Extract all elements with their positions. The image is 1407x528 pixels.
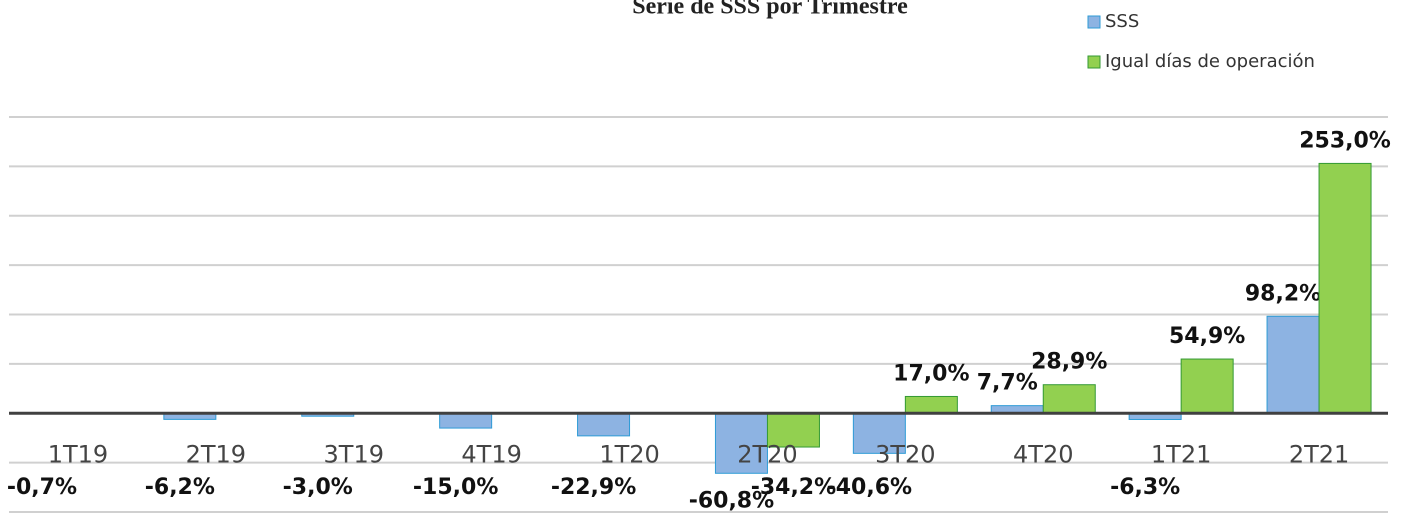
- x-tick-label: 4T20: [1013, 440, 1073, 468]
- value-label: 28,9%: [1031, 350, 1107, 375]
- x-tick-label: 1T20: [599, 440, 659, 468]
- bar: [1266, 315, 1320, 414]
- bar: [766, 412, 820, 448]
- value-label: 17,0%: [893, 361, 969, 386]
- value-label: 98,2%: [1245, 281, 1321, 306]
- legend-swatch: [1087, 55, 1101, 69]
- bar: [1318, 162, 1372, 414]
- value-label: 7,7%: [977, 371, 1038, 396]
- x-tick-label: 4T19: [461, 440, 521, 468]
- bar: [852, 412, 906, 454]
- x-tick-label: 1T21: [1151, 440, 1211, 468]
- value-label: -3,0%: [283, 475, 353, 500]
- value-label: 253,0%: [1299, 128, 1391, 153]
- legend-label: SSS: [1105, 11, 1139, 32]
- x-tick-label: 1T19: [48, 440, 108, 468]
- value-label: -22,9%: [551, 475, 636, 500]
- x-tick-label: 2T19: [186, 440, 246, 468]
- bar: [439, 412, 493, 429]
- value-label: -40,6%: [827, 475, 912, 500]
- bar: [1042, 384, 1096, 414]
- value-label: -0,7%: [7, 475, 77, 500]
- value-label: -6,3%: [1110, 475, 1180, 500]
- x-tick-label: 2T21: [1289, 440, 1349, 468]
- chart-title: Serie de SSS por Trimestre: [632, 0, 908, 20]
- value-label: -6,2%: [145, 475, 215, 500]
- legend-swatch: [1087, 15, 1101, 29]
- bar: [904, 395, 958, 414]
- bar: [577, 412, 631, 437]
- x-tick-label: 2T20: [737, 440, 797, 468]
- bar: [1180, 358, 1234, 414]
- value-label: -15,0%: [413, 475, 498, 500]
- value-label: -34,2%: [751, 475, 836, 500]
- value-label: -60,8%: [689, 488, 774, 513]
- value-label: 54,9%: [1169, 324, 1245, 349]
- x-tick-label: 3T19: [324, 440, 384, 468]
- legend-label: Igual días de operación: [1105, 51, 1315, 72]
- x-tick-label: 3T20: [875, 440, 935, 468]
